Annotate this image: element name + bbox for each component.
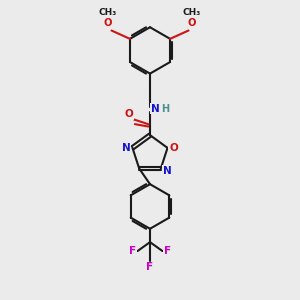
Text: H: H <box>161 104 169 114</box>
Text: F: F <box>146 262 154 272</box>
Text: N: N <box>163 166 172 176</box>
Text: CH₃: CH₃ <box>183 8 201 16</box>
Text: O: O <box>125 109 134 119</box>
Text: CH₃: CH₃ <box>99 8 117 16</box>
Text: O: O <box>169 143 178 153</box>
Text: F: F <box>164 246 171 256</box>
Text: N: N <box>151 104 160 114</box>
Text: O: O <box>104 18 112 28</box>
Text: O: O <box>188 18 196 28</box>
Text: F: F <box>129 246 136 256</box>
Text: N: N <box>122 143 130 153</box>
